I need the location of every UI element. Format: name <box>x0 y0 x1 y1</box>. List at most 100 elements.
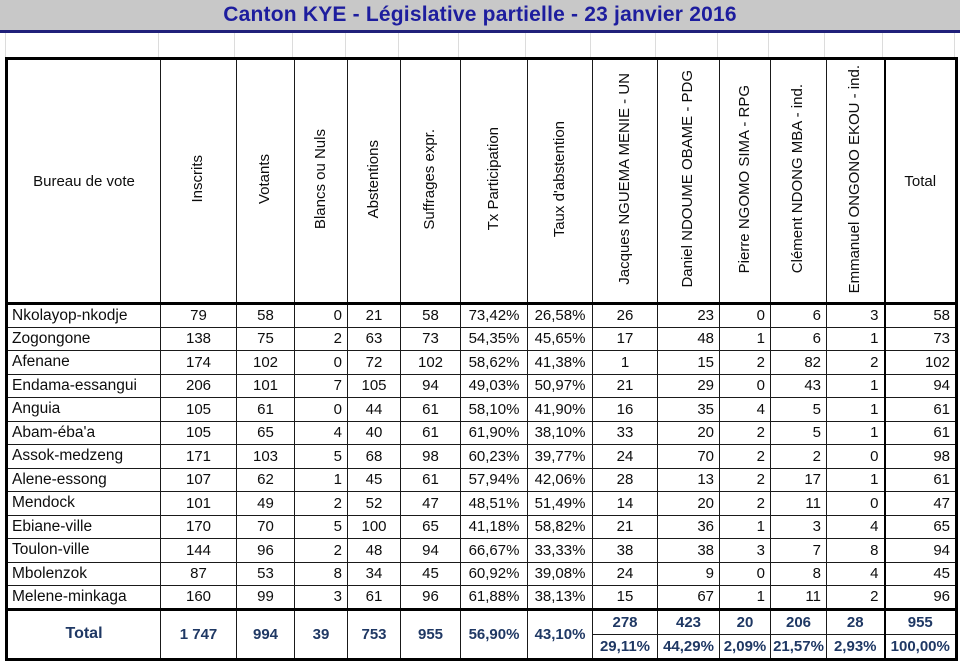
table-row: Nkolayop-nkodje 79 58 0 21 58 73,42% 26,58% 26 23… <box>6 303 957 328</box>
data-cell-nguema-menie: 1 <box>592 350 658 375</box>
data-cell-taux-abstention: 41,38% <box>527 350 593 375</box>
data-cell-nguema-menie: 28 <box>592 467 658 492</box>
data-cell-ndong-mba: 11 <box>770 585 827 610</box>
data-cell-ndoume-obame: 67 <box>657 585 720 610</box>
data-cell-inscrits: 174 <box>160 350 237 375</box>
total-summary-cell-votants: 994 <box>236 607 295 660</box>
data-cell-ndong-mba: 17 <box>770 467 827 492</box>
data-cell-ongono-ekou: 2 <box>826 585 885 610</box>
total-summary-cell-abstentions: 753 <box>347 607 401 660</box>
total-summary-cell-taux-abstention: 43,10% <box>527 607 593 660</box>
data-cell-tx-participation: 57,94% <box>460 467 528 492</box>
bureau-name-cell: Mbolenzok <box>6 561 161 586</box>
col-header-label: Inscrits <box>189 155 207 203</box>
col-header-label: Daniel NDOUME OBAME - PDG <box>679 70 697 288</box>
data-cell-total: 73 <box>883 326 957 351</box>
bureau-name-cell: Abam-éba'a <box>6 420 161 445</box>
data-cell-ongono-ekou: 2 <box>826 350 885 375</box>
data-cell-inscrits: 107 <box>160 467 237 492</box>
bureau-name-cell: Melene-minkaga <box>6 585 161 610</box>
data-cell-votants: 62 <box>236 467 295 492</box>
data-cell-votants: 96 <box>236 538 295 563</box>
data-cell-abstentions: 48 <box>347 538 401 563</box>
spacer-cell <box>293 33 346 57</box>
data-cell-tx-participation: 60,23% <box>460 444 528 469</box>
data-cell-ndong-mba: 6 <box>770 326 827 351</box>
data-cell-taux-abstention: 26,58% <box>527 303 593 328</box>
data-cell-ongono-ekou: 4 <box>826 561 885 586</box>
table-row: Ebiane-ville 170 70 5 100 65 41,18% 58,82% 21 36 1… <box>6 514 957 539</box>
spacer-cell <box>769 33 825 57</box>
data-cell-tx-participation: 58,62% <box>460 350 528 375</box>
data-cell-blancs: 2 <box>294 491 348 516</box>
total-summary-cell-tx-participation: 56,90% <box>460 607 528 660</box>
data-cell-taux-abstention: 38,10% <box>527 420 593 445</box>
data-cell-nguema-menie: 21 <box>592 514 658 539</box>
bureau-name-cell: Toulon-ville <box>6 538 161 563</box>
total-row-label: Total <box>6 607 161 660</box>
data-cell-nguema-menie: 14 <box>592 491 658 516</box>
data-cell-ndoume-obame: 48 <box>657 326 720 351</box>
data-cell-taux-abstention: 58,82% <box>527 514 593 539</box>
data-cell-ongono-ekou: 0 <box>826 491 885 516</box>
data-cell-total: 47 <box>883 491 957 516</box>
data-cell-blancs: 0 <box>294 303 348 328</box>
bureau-name-cell: Zogongone <box>6 326 161 351</box>
table-row: Endama-essangui 206 101 7 105 94 49,03% 50,97% 2… <box>6 373 957 398</box>
data-cell-votants: 99 <box>236 585 295 610</box>
total-summary-cell-inscrits: 1 747 <box>160 607 237 660</box>
data-cell-ndong-mba: 8 <box>770 561 827 586</box>
col-header-label: Suffrages expr. <box>421 128 439 230</box>
data-cell-ndoume-obame: 20 <box>657 491 720 516</box>
data-cell-tx-participation: 49,03% <box>460 373 528 398</box>
table-row: Alene-essong 107 62 1 45 61 57,94% 42,06% 28 13 2 1… <box>6 467 957 492</box>
col-header-label: Pierre NGOMO SIMA - RPG <box>735 84 753 274</box>
table-row: Abam-éba'a 105 65 4 40 61 61,90% 38,10% 33 20 2 5 1 6… <box>6 420 957 445</box>
col-header-ndoume-obame: Daniel NDOUME OBAME - PDG <box>657 58 720 305</box>
data-cell-ndoume-obame: 70 <box>657 444 720 469</box>
data-cell-blancs: 0 <box>294 397 348 422</box>
data-cell-votants: 101 <box>236 373 295 398</box>
data-cell-ngomo-sima: 2 <box>719 420 771 445</box>
data-cell-abstentions: 21 <box>347 303 401 328</box>
data-cell-nguema-menie: 24 <box>592 444 658 469</box>
total-count-cell-ongono-ekou: 28 <box>826 607 885 635</box>
table-row: Zogongone 138 75 2 63 73 54,35% 45,65% 17 48 1 6 1 73 <box>6 326 957 351</box>
col-header-bureau: Bureau de vote <box>6 58 161 305</box>
data-cell-abstentions: 34 <box>347 561 401 586</box>
data-cell-votants: 53 <box>236 561 295 586</box>
data-cell-taux-abstention: 39,08% <box>527 561 593 586</box>
col-header-suffrages: Suffrages expr. <box>400 58 461 305</box>
data-cell-ngomo-sima: 0 <box>719 303 771 328</box>
data-cell-ongono-ekou: 1 <box>826 326 885 351</box>
col-header-label: Blancs ou Nuls <box>311 128 329 230</box>
data-cell-blancs: 2 <box>294 538 348 563</box>
spacer-gridline-row <box>5 33 955 57</box>
col-header-label: Bureau de vote <box>33 172 135 190</box>
data-cell-ngomo-sima: 2 <box>719 444 771 469</box>
data-cell-ongono-ekou: 0 <box>826 444 885 469</box>
data-cell-suffrages: 98 <box>400 444 461 469</box>
data-cell-total: 65 <box>883 514 957 539</box>
data-cell-total: 61 <box>883 420 957 445</box>
data-cell-tx-participation: 66,67% <box>460 538 528 563</box>
data-cell-ngomo-sima: 2 <box>719 467 771 492</box>
spacer-cell <box>656 33 718 57</box>
data-cell-blancs: 8 <box>294 561 348 586</box>
data-cell-nguema-menie: 24 <box>592 561 658 586</box>
spacer-cell <box>825 33 883 57</box>
data-cell-ndoume-obame: 20 <box>657 420 720 445</box>
data-cell-nguema-menie: 17 <box>592 326 658 351</box>
data-cell-total: 61 <box>883 467 957 492</box>
total-row-percentages: 29,11% 44,29% 2,09% 21,57% 2,93% 100,00% <box>7 633 957 660</box>
data-cell-taux-abstention: 41,90% <box>527 397 593 422</box>
data-cell-total: 45 <box>883 561 957 586</box>
data-cell-ndoume-obame: 13 <box>657 467 720 492</box>
total-pct-cell-total: 100,00% <box>883 633 957 660</box>
data-cell-blancs: 1 <box>294 467 348 492</box>
data-cell-ndoume-obame: 9 <box>657 561 720 586</box>
data-cell-votants: 61 <box>236 397 295 422</box>
table-row: Mbolenzok 87 53 8 34 45 60,92% 39,08% 24 9 0 8 4 45 <box>6 561 957 586</box>
data-cell-suffrages: 73 <box>400 326 461 351</box>
data-cell-taux-abstention: 50,97% <box>527 373 593 398</box>
